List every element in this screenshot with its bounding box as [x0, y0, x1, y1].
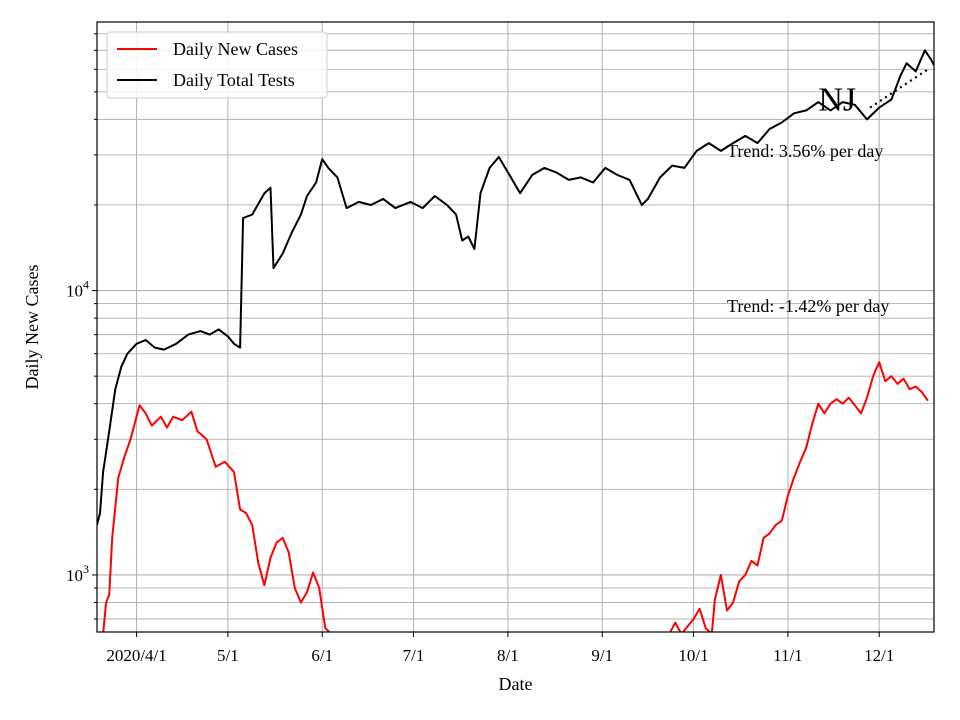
x-tick-label: 10/1 — [678, 646, 708, 665]
plot-frame — [96, 21, 935, 633]
x-tick-label: 2020/4/1 — [106, 646, 166, 665]
x-tick-label: 6/1 — [311, 646, 333, 665]
legend: Daily New Cases Daily Total Tests — [106, 31, 328, 99]
legend-entry: Daily New Cases — [173, 39, 298, 59]
series-line-daily-new-cases — [102, 404, 331, 632]
series-line-daily-total-tests — [97, 49, 934, 526]
x-tick-label: 5/1 — [217, 646, 239, 665]
x-axis-ticks: 2020/4/1 5/1 6/1 7/1 8/1 9/1 10/1 11/1 12/1 — [106, 632, 894, 665]
annotations: NJ Trend: 3.56% per day Trend: -1.42% per … — [727, 81, 889, 316]
x-tick-label: 12/1 — [864, 646, 894, 665]
series-group — [97, 49, 934, 632]
legend-box — [106, 31, 328, 99]
x-tick-label: 9/1 — [591, 646, 613, 665]
legend-entry: Daily Total Tests — [173, 70, 295, 90]
y-axis-label: Daily New Cases — [22, 265, 42, 390]
x-axis-label: Date — [499, 674, 533, 694]
y-tick-label: 104 — [66, 278, 89, 301]
y-axis-ticks: 103 104 — [66, 33, 97, 620]
annotation-text: NJ — [818, 81, 856, 118]
y-tick-label: 103 — [66, 562, 89, 585]
x-tick-label: 7/1 — [403, 646, 425, 665]
series-line-daily-new-cases — [669, 361, 929, 632]
annotation-text: Trend: 3.56% per day — [727, 141, 883, 161]
grid-lines — [97, 22, 934, 632]
annotation-text: Trend: -1.42% per day — [727, 296, 889, 316]
x-tick-label: 11/1 — [773, 646, 803, 665]
x-tick-label: 8/1 — [497, 646, 519, 665]
